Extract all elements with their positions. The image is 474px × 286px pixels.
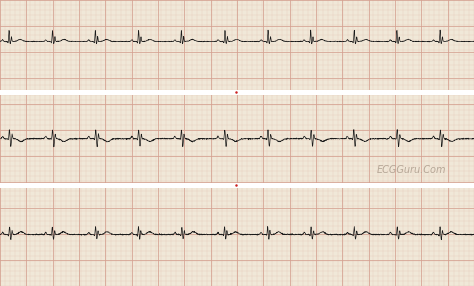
Bar: [0, 90, 474, 95]
Bar: [0, 183, 474, 188]
Text: ECGGuru.Com: ECGGuru.Com: [377, 165, 447, 175]
